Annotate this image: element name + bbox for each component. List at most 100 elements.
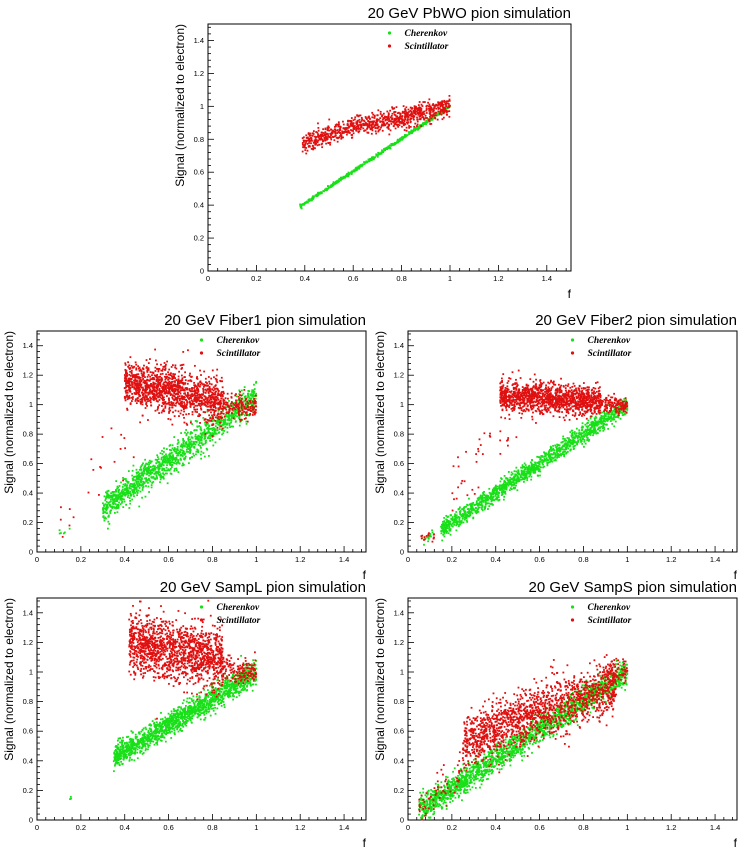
data-point: [139, 388, 141, 391]
y-axis-label: Signal (normalized to electron): [373, 331, 387, 494]
data-point: [319, 191, 322, 194]
data-point: [243, 406, 246, 409]
data-point: [137, 471, 140, 474]
data-point: [200, 438, 202, 441]
data-point: [153, 374, 156, 377]
data-point: [107, 520, 110, 523]
data-point: [169, 387, 172, 390]
data-point: [137, 489, 140, 492]
data-point: [543, 455, 546, 458]
data-point: [417, 112, 420, 115]
data-point: [161, 453, 164, 455]
data-point: [360, 165, 363, 168]
chart-panel-2: 0 0.2 0.4 0.6 0.8 1 1.2 1.400.20.40.60.811.21.4…: [2, 312, 367, 582]
data-point: [437, 113, 439, 116]
data-point: [233, 406, 235, 409]
data-point: [419, 112, 422, 115]
data-point: [428, 118, 431, 121]
data-point: [155, 378, 158, 381]
data-point: [162, 459, 165, 461]
data-point: [184, 405, 186, 408]
data-point: [165, 448, 168, 450]
data-point: [180, 458, 182, 461]
data-point: [357, 130, 360, 133]
data-point: [138, 482, 140, 485]
data-point: [587, 425, 590, 427]
data-point: [205, 390, 208, 392]
y-tick-label: 0: [200, 267, 204, 276]
data-point: [157, 470, 160, 473]
data-point: [308, 142, 310, 144]
data-point: [312, 148, 315, 151]
data-point: [330, 185, 333, 187]
data-point: [404, 135, 407, 137]
data-point: [213, 397, 215, 400]
data-point: [184, 382, 187, 385]
data-point: [399, 138, 402, 140]
data-point: [194, 420, 197, 422]
data-point: [218, 413, 221, 416]
data-point: [238, 406, 241, 409]
data-point: [448, 104, 451, 107]
data-point: [220, 417, 223, 420]
data-point: [443, 106, 446, 109]
data-point: [442, 109, 445, 112]
data-point: [168, 460, 171, 463]
data-point: [131, 469, 134, 472]
data-point: [329, 132, 332, 135]
data-point: [354, 116, 357, 119]
data-point: [399, 116, 401, 118]
data-point: [601, 421, 604, 423]
data-point: [153, 385, 156, 388]
data-point: [125, 375, 128, 378]
data-point: [230, 396, 233, 399]
data-point: [249, 408, 252, 410]
data-point: [302, 146, 304, 149]
data-point: [120, 481, 122, 484]
y-tick-label: 1.2: [194, 69, 204, 78]
data-point: [363, 130, 366, 132]
data-point: [319, 138, 321, 141]
data-point: [125, 485, 128, 488]
data-point: [126, 491, 129, 494]
y-tick-label: 1.4: [23, 341, 33, 350]
data-point: [240, 418, 243, 421]
data-point: [164, 392, 167, 395]
data-point: [120, 498, 123, 501]
data-point: [372, 113, 375, 116]
data-point: [241, 409, 244, 412]
data-point: [371, 126, 373, 129]
data-point: [181, 406, 184, 408]
data-point: [186, 391, 189, 394]
data-point: [368, 120, 371, 123]
data-point: [604, 423, 607, 426]
data-point: [302, 203, 305, 205]
data-point: [417, 126, 420, 128]
data-point: [111, 506, 113, 509]
data-point: [178, 402, 180, 405]
data-point: [174, 459, 177, 462]
data-point: [121, 492, 124, 494]
data-point: [398, 120, 401, 123]
data-point: [175, 458, 177, 461]
data-point: [204, 441, 207, 444]
data-point: [255, 408, 257, 411]
data-point: [571, 431, 574, 434]
data-point: [445, 105, 448, 108]
data-point: [154, 472, 157, 475]
data-point: [422, 101, 425, 103]
data-point: [117, 489, 120, 492]
data-point: [389, 129, 392, 132]
x-tick-label: 0.6: [163, 555, 173, 564]
data-point: [416, 108, 419, 111]
y-axis-label: Signal (normalized to electron): [173, 24, 187, 187]
data-point: [210, 419, 213, 422]
data-point: [304, 146, 306, 149]
data-point: [422, 113, 424, 116]
data-point: [156, 375, 158, 378]
data-point: [131, 398, 134, 400]
data-point: [123, 500, 126, 503]
data-point: [193, 442, 196, 445]
data-point: [308, 134, 311, 137]
data-point: [252, 404, 255, 407]
